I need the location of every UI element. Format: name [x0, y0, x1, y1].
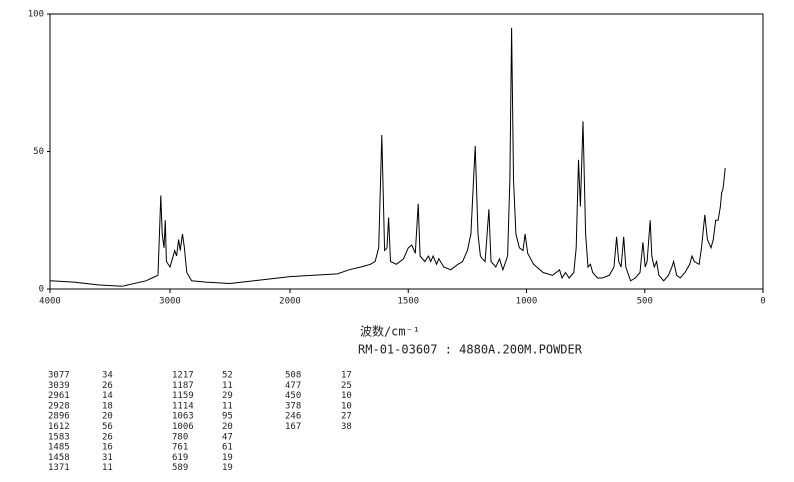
peak-intensity: 47 — [222, 432, 233, 442]
peak-wavenumber: 3039 — [48, 381, 70, 391]
peak-wavenumber: 780 — [172, 432, 188, 442]
peak-intensity: 17 — [341, 371, 352, 381]
peak-wavenumber: 508 — [285, 371, 301, 381]
plot-frame — [49, 13, 764, 290]
x-tick-label: 0 — [760, 297, 765, 307]
peak-wavenumber: 1217 — [172, 371, 194, 381]
x-tick-label: 4000 — [39, 297, 61, 307]
x-tick-label: 500 — [637, 297, 653, 307]
peak-intensity: 19 — [222, 453, 233, 463]
peak-intensity: 26 — [102, 381, 113, 391]
y-tick-label: 50 — [33, 147, 44, 157]
peak-intensity: 31 — [102, 453, 113, 463]
peak-intensity: 29 — [222, 391, 233, 401]
peak-wavenumber: 2961 — [48, 391, 70, 401]
peak-intensity: 10 — [341, 401, 352, 411]
peak-intensity: 27 — [341, 412, 352, 422]
subtitle: RM-01-03607 : 4880A.200M.POWDER — [358, 343, 583, 357]
peak-wavenumber: 1063 — [172, 412, 194, 422]
y-tick-label: 100 — [28, 10, 44, 20]
peak-wavenumber: 1114 — [172, 401, 194, 411]
peak-wavenumber: 589 — [172, 463, 188, 473]
peak-wavenumber: 2928 — [48, 401, 70, 411]
x-tick-label: 1000 — [516, 297, 538, 307]
peak-intensity: 26 — [102, 432, 113, 442]
peak-wavenumber: 619 — [172, 453, 188, 463]
peak-wavenumber: 761 — [172, 443, 188, 453]
peak-intensity: 16 — [102, 443, 113, 453]
peak-intensity: 52 — [222, 371, 233, 381]
peak-wavenumber: 1458 — [48, 453, 70, 463]
peak-wavenumber: 1006 — [172, 422, 194, 432]
peak-wavenumber: 1187 — [172, 381, 194, 391]
peak-wavenumber: 1612 — [48, 422, 70, 432]
peak-wavenumber: 1485 — [48, 443, 70, 453]
peak-intensity: 11 — [222, 401, 233, 411]
x-tick-label: 1500 — [397, 297, 419, 307]
peak-intensity: 25 — [341, 381, 352, 391]
peak-wavenumber: 1371 — [48, 463, 70, 473]
peak-intensity: 14 — [102, 391, 113, 401]
x-axis-label: 波数/cm⁻¹ — [360, 324, 420, 339]
peak-wavenumber: 477 — [285, 381, 301, 391]
peak-intensity: 19 — [222, 463, 233, 473]
peak-intensity: 34 — [102, 371, 113, 381]
peak-intensity: 20 — [222, 422, 233, 432]
peak-intensity: 10 — [341, 391, 352, 401]
peak-wavenumber: 1159 — [172, 391, 194, 401]
peak-wavenumber: 167 — [285, 422, 301, 432]
peak-wavenumber: 246 — [285, 412, 301, 422]
peak-wavenumber: 378 — [285, 401, 301, 411]
peak-intensity: 38 — [341, 422, 352, 432]
peak-wavenumber: 450 — [285, 391, 301, 401]
y-tick-label: 0 — [39, 285, 44, 295]
peak-intensity: 18 — [102, 401, 113, 411]
peak-intensity: 20 — [102, 412, 113, 422]
x-tick-label: 2000 — [279, 297, 301, 307]
peak-intensity: 11 — [102, 463, 113, 473]
peak-wavenumber: 1583 — [48, 432, 70, 442]
peak-wavenumber: 2896 — [48, 412, 70, 422]
spectrum-line — [49, 27, 726, 287]
peak-wavenumber: 3077 — [48, 371, 70, 381]
peak-intensity: 61 — [222, 443, 233, 453]
peak-intensity: 11 — [222, 381, 233, 391]
peak-intensity: 56 — [102, 422, 113, 432]
peak-intensity: 95 — [222, 412, 233, 422]
x-tick-label: 3000 — [159, 297, 181, 307]
